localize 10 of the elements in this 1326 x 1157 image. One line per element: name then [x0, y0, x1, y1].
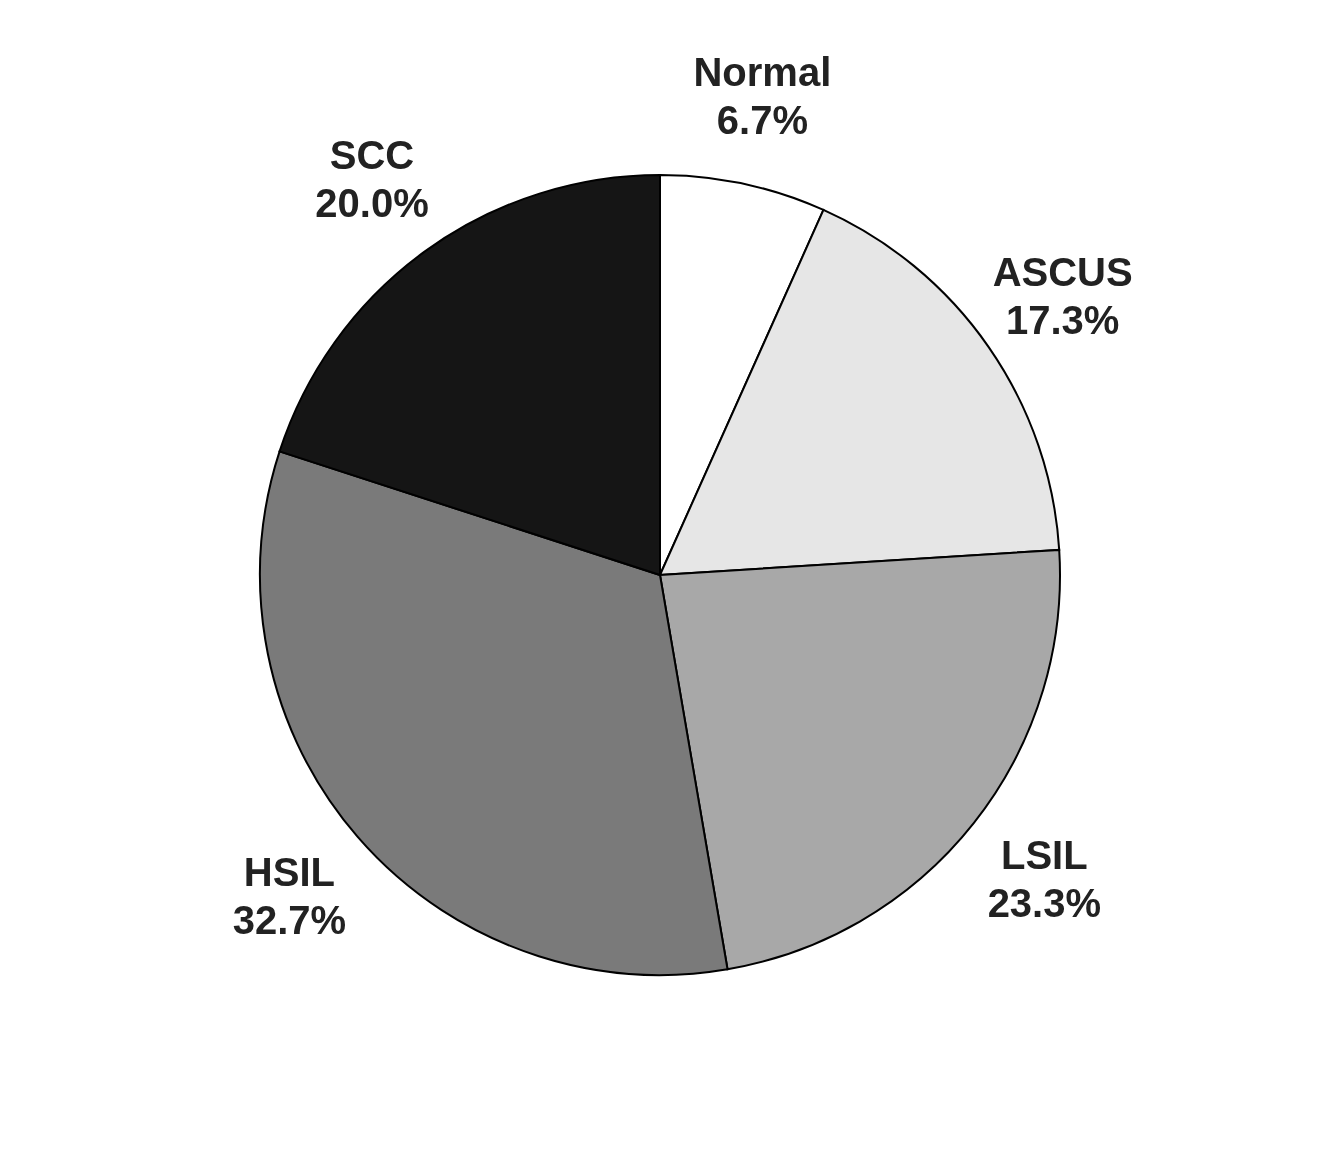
data-label: 6.7%: [716, 97, 808, 142]
data-label: 32.7%: [232, 897, 347, 942]
slice-label: LSIL: [1000, 832, 1088, 877]
data-label: 17.3%: [1005, 297, 1120, 342]
slice-label: ASCUS: [992, 249, 1133, 294]
slice-label: HSIL: [243, 849, 335, 894]
data-label: 23.3%: [987, 880, 1102, 925]
slice-label: Normal: [693, 49, 832, 94]
data-label: 20.0%: [315, 180, 429, 225]
slice-label: SCC: [329, 132, 415, 177]
